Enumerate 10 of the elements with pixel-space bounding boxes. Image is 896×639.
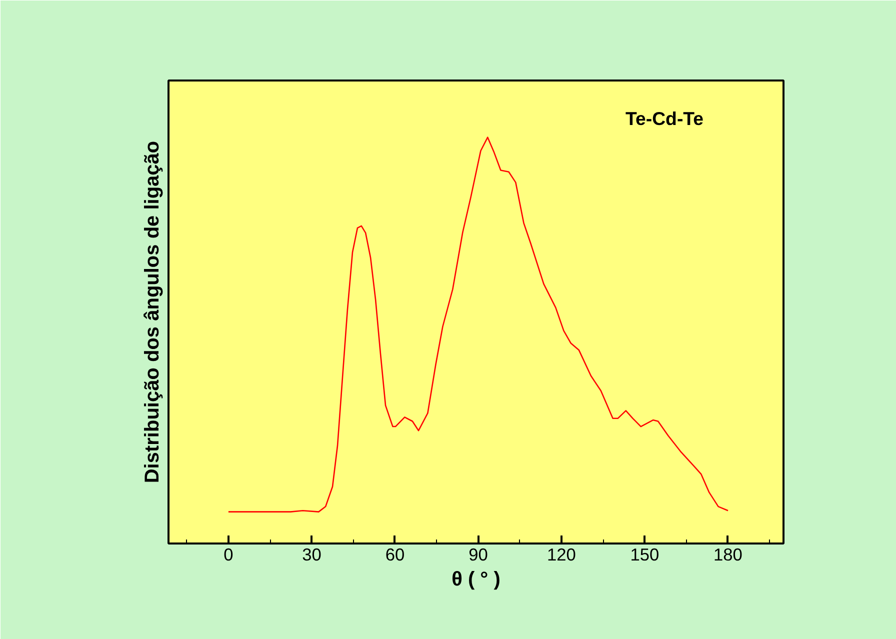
x-tick-label: 0 [224,544,234,564]
x-tick-label: 60 [385,544,405,564]
x-tick-label: 30 [302,544,322,564]
x-tick-label: 150 [630,544,660,564]
x-axis-title: θ ( ° ) [452,568,500,590]
x-tick-label: 90 [468,544,488,564]
y-axis-title: Distribuição dos ângulos de ligação [142,140,164,484]
text: Te-Cd-Te [625,108,704,130]
x-tick-label: 180 [714,544,742,564]
x-tick-label: 120 [547,544,576,564]
